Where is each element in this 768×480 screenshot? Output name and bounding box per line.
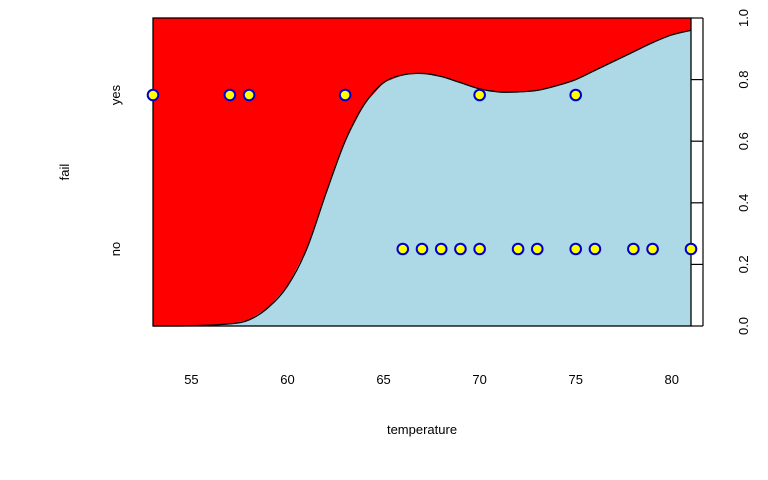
- y-left-tick-label: yes: [108, 84, 123, 105]
- point-no: [588, 242, 602, 256]
- point-yes: [223, 88, 237, 102]
- y-right-tick-label: 0.2: [736, 255, 751, 273]
- plot-area: [146, 17, 698, 327]
- y-left-tick-label: no: [108, 242, 123, 256]
- point-no: [530, 242, 544, 256]
- point-yes: [338, 88, 352, 102]
- y-axis-right: 0.0 0.2 0.4 0.6 0.8 1.0: [691, 9, 751, 335]
- y-right-tick-label: 1.0: [736, 9, 751, 27]
- x-tick-label: 80: [665, 372, 679, 387]
- point-yes: [473, 88, 486, 102]
- point-no: [454, 242, 467, 256]
- point-no: [415, 242, 429, 256]
- point-no: [434, 242, 448, 256]
- point-yes: [569, 88, 583, 102]
- y-right-tick-label: 0.0: [736, 317, 751, 335]
- x-tick-label: 60: [280, 372, 294, 387]
- point-no: [646, 242, 659, 256]
- region-no: [153, 30, 691, 326]
- plot-frame: [152, 17, 692, 327]
- y-axis-title: fail: [57, 164, 72, 181]
- point-no: [569, 242, 583, 256]
- y-right-tick-label: 0.4: [736, 194, 751, 212]
- point-no: [627, 242, 640, 256]
- point-no: [396, 242, 410, 256]
- point-no: [684, 242, 698, 256]
- x-tick-label: 55: [184, 372, 198, 387]
- y-right-tick-label: 0.6: [736, 132, 751, 150]
- x-tick-label: 75: [568, 372, 582, 387]
- point-no: [473, 242, 486, 256]
- x-axis: 55 60 65 70 75 80: [184, 372, 679, 387]
- y-axis-left: no yes: [108, 84, 123, 256]
- boundary-line: [152, 29, 692, 327]
- point-no: [511, 242, 525, 256]
- point-yes: [146, 88, 160, 102]
- x-axis-title: temperature: [387, 422, 457, 437]
- x-tick-label: 65: [376, 372, 390, 387]
- y-right-tick-label: 0.8: [736, 71, 751, 89]
- point-yes: [242, 88, 256, 102]
- x-tick-label: 70: [472, 372, 486, 387]
